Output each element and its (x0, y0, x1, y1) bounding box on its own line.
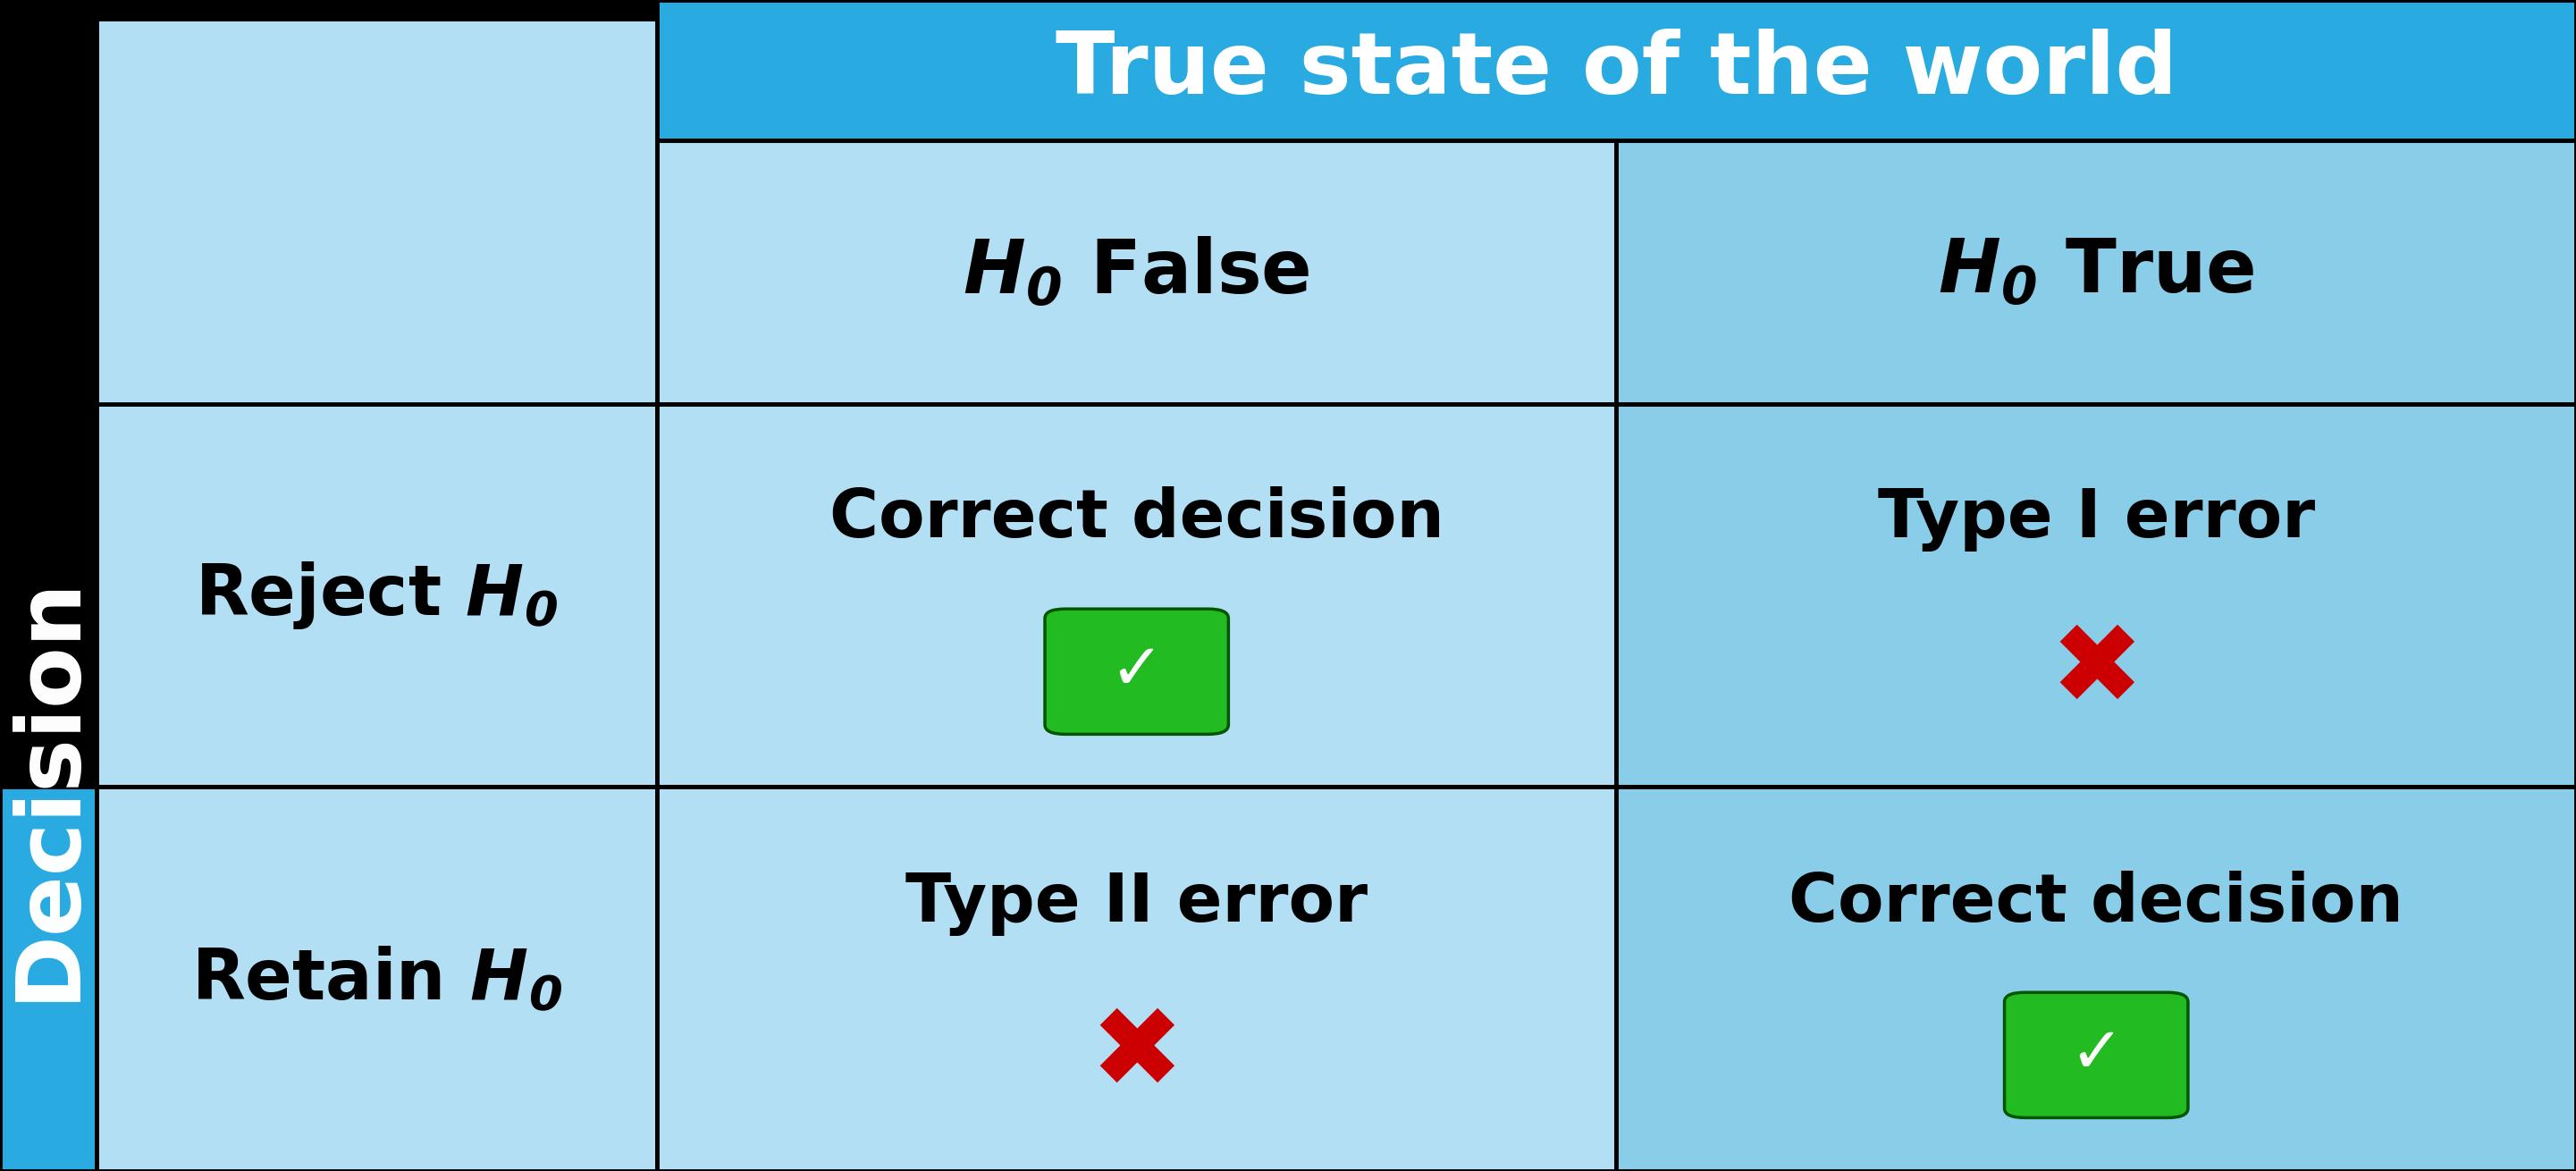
Text: Correct decision: Correct decision (1788, 870, 2403, 936)
Bar (98, 787, 657, 1171)
Text: ✖: ✖ (2050, 617, 2143, 726)
Bar (0, 787, 98, 1171)
Bar (1618, 787, 2576, 1171)
Bar (657, 787, 1618, 1171)
Text: Decision: Decision (5, 574, 93, 1001)
Text: $\bfit{H}_0$ True: $\bfit{H}_0$ True (1937, 237, 2254, 308)
Bar (657, 141, 1618, 404)
Text: ✓: ✓ (1110, 641, 1164, 703)
Text: Type I error: Type I error (1878, 487, 2316, 552)
Text: Correct decision: Correct decision (829, 487, 1445, 552)
Text: Retain $\bfit{H}_0$: Retain $\bfit{H}_0$ (191, 944, 562, 1014)
Bar (657, 0, 2576, 141)
Bar (657, 404, 1618, 787)
Text: True state of the world: True state of the world (1056, 29, 2177, 111)
Bar (98, 404, 657, 787)
Text: $\bfit{H}_0$ False: $\bfit{H}_0$ False (963, 235, 1311, 309)
FancyBboxPatch shape (2004, 993, 2187, 1117)
Bar (98, 19, 657, 787)
FancyBboxPatch shape (1046, 609, 1229, 734)
Text: Reject $\bfit{H}_0$: Reject $\bfit{H}_0$ (196, 560, 559, 631)
Text: ✖: ✖ (1090, 1001, 1182, 1109)
Bar (1618, 404, 2576, 787)
Text: Type II error: Type II error (907, 870, 1368, 936)
Text: ✓: ✓ (2069, 1025, 2123, 1086)
Bar (1618, 141, 2576, 404)
